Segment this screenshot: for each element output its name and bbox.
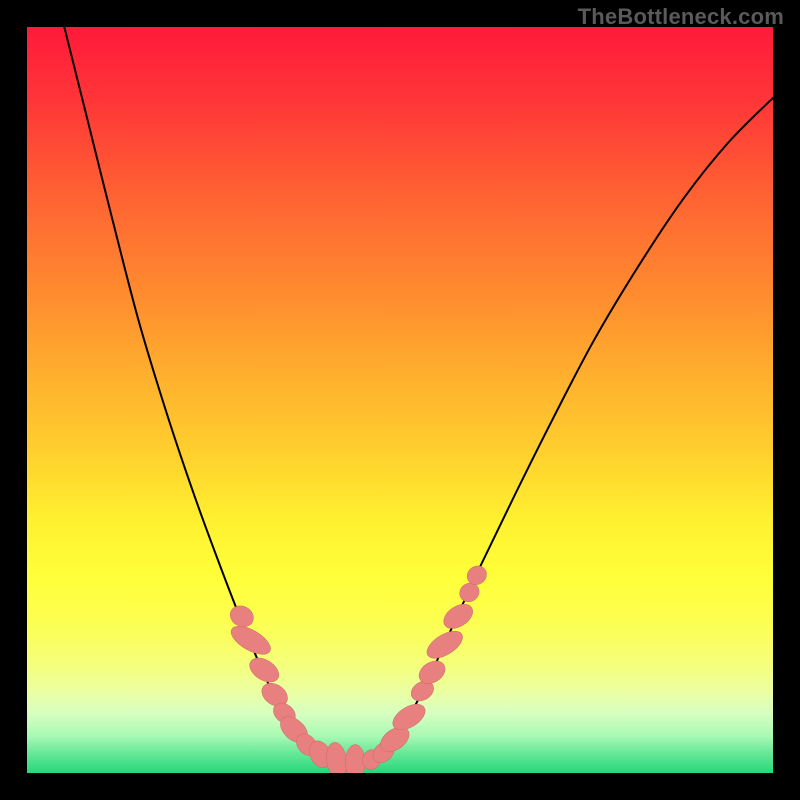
gradient-background <box>27 27 773 773</box>
chart-svg <box>27 27 773 773</box>
chart-frame: TheBottleneck.com <box>0 0 800 800</box>
plot-area <box>27 27 773 773</box>
